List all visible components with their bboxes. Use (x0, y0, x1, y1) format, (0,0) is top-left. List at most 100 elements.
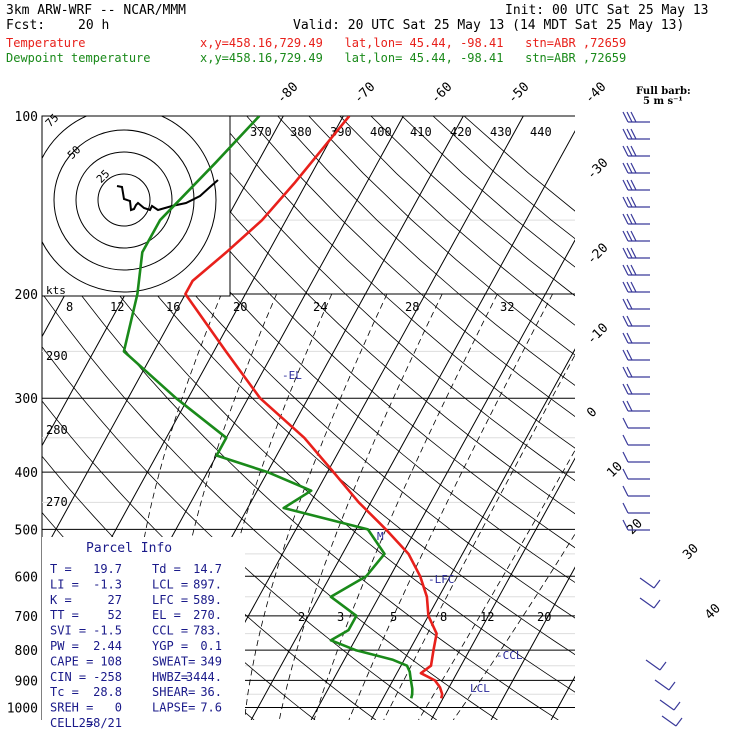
pressure-tick-1000: 1000 (7, 701, 38, 716)
wind-barb-low-flag (653, 579, 661, 589)
wind-barb-flag (622, 196, 629, 208)
theta-label: 380 (290, 125, 312, 139)
parcel-info-title: Parcel Info (86, 541, 172, 556)
parcel-info-cell: CELL = (50, 716, 93, 730)
parcel-info-cell: LI = (50, 577, 79, 591)
parcel-info-cell: CIN = (50, 670, 86, 684)
mixing-ratio-label: 32 (500, 300, 514, 314)
wind-barb-flag (622, 417, 629, 429)
parcel-info-cell: Tc = (50, 685, 79, 699)
mixing-ratio-label: 12 (110, 300, 124, 314)
theta-label: 440 (530, 125, 552, 139)
temperature-meta: x,y=458.16,729.49 lat,lon= 45.44, -98.41… (200, 36, 627, 50)
wind-barb-flag (626, 145, 633, 157)
wind-barb-flag (630, 111, 637, 123)
wind-barb-flag (626, 383, 633, 395)
theta-label: 410 (410, 125, 432, 139)
wind-barb-flag (626, 179, 633, 191)
pressure-tick-100: 100 (15, 110, 38, 125)
parcel-info-cell: 349 (200, 654, 222, 668)
wind-barb-flag (626, 281, 633, 293)
isotherm-label-right: 0 (584, 405, 600, 421)
wind-barb-flag (626, 247, 633, 259)
wind-barb-flag (626, 400, 633, 412)
parcel-info-cell: 897. (193, 577, 222, 591)
forecast-label: Fcst: (6, 18, 46, 33)
wind-barb-low (639, 597, 655, 609)
parcel-info-rows: T = 19.7 Td = 14.7 LI = -1.3 LCL = 897. K = 27 LFC… (50, 562, 222, 730)
dry-adiabat-400 (246, 116, 575, 418)
wind-barb-low-flag (659, 661, 667, 671)
wind-barb-flag (622, 281, 629, 293)
model-title: 3km ARW-WRF -- NCAR/MMM (6, 3, 187, 18)
wind-barb-flag (630, 281, 637, 293)
theta-label: 400 (370, 125, 392, 139)
wind-barb-flag (626, 332, 633, 344)
isotherm-label-top: -50 (505, 80, 532, 107)
wind-barb-flag (626, 264, 633, 276)
pressure-tick-300: 300 (15, 392, 38, 407)
mixing-ratio-16 (313, 293, 498, 720)
wind-barb-flag (630, 230, 637, 242)
init-time: Init: 00 UTC Sat 25 May 13 (505, 3, 709, 18)
isotherm--10 (250, 130, 575, 720)
wind-barb-low (661, 715, 677, 727)
theta-label: 390 (330, 125, 352, 139)
dry-adiabat-430 (339, 116, 575, 326)
isotherm--20 (190, 116, 524, 720)
ccl-annot: -CCL (496, 649, 523, 662)
pressure-tick-800: 800 (15, 644, 38, 659)
dry-adiabat-420 (308, 116, 575, 356)
isotherm-10 (370, 348, 575, 720)
pressure-tick-500: 500 (15, 523, 38, 538)
wind-barb-flag (622, 502, 629, 514)
mixing-ratio-label-low: 8 (440, 610, 447, 624)
wind-barb-flag (630, 179, 637, 191)
parcel-info-cell: CAPE = (50, 654, 93, 668)
barb-legend-unit: 5 m s⁻¹ (643, 96, 683, 107)
dry-adiabat-label: 280 (46, 423, 68, 437)
wind-barb-flag (622, 111, 629, 123)
wind-barb-flag (630, 145, 637, 157)
hodograph: 75 50 25 kts (41, 111, 231, 297)
parcel-info-cell: -258 (93, 670, 122, 684)
mixing-ratio-24 (383, 354, 575, 720)
valid-time: Valid: 20 UTC Sat 25 May 13 (14 MDT Sat … (293, 18, 685, 33)
isotherm-label-right: 40 (702, 601, 724, 623)
wind-barb-flag (626, 196, 633, 208)
wind-barb-flag (622, 519, 629, 531)
mixing-ratio-label-low: 20 (537, 610, 551, 624)
parcel-info-cell: SREH = (50, 701, 93, 715)
parcel-info-cell: 0 (115, 701, 122, 715)
dry-adiabat-450 (401, 116, 575, 268)
wind-barb-flag (622, 213, 629, 225)
parcel-info-cell: 108 (100, 654, 122, 668)
wind-barb-flag (622, 383, 629, 395)
parcel-info-cell: 2.44 (93, 639, 122, 653)
parcel-info-cell: LCL = (152, 577, 188, 591)
dry-adiabat-350 (91, 116, 575, 583)
dewpoint-meta: x,y=458.16,729.49 lat,lon= 45.44, -98.41… (200, 51, 627, 65)
wind-barb-flag (626, 315, 633, 327)
parcel-info-cell: 3444. (186, 670, 222, 684)
mixing-ratio-label: 8 (66, 300, 73, 314)
parcel-info-cell: -1.3 (93, 577, 122, 591)
hodo-unit: kts (46, 284, 66, 297)
parcel-info-cell: 7.6 (200, 701, 222, 715)
mixing-ratio-label: 28 (405, 300, 419, 314)
profile-series (122, 116, 444, 699)
parcel-info-cell: 270. (193, 608, 222, 622)
isotherm-60 (671, 116, 740, 720)
wind-barb-flag (630, 247, 637, 259)
wind-barb-low-flag (668, 681, 676, 691)
wind-barb-flag (622, 298, 629, 310)
isotherm-label-right: 10 (604, 459, 626, 481)
isotherm--100 (42, 116, 44, 120)
wind-barb-flag (622, 366, 629, 378)
wind-barb-low-flag (675, 717, 683, 727)
dry-adiabat-460 (432, 116, 575, 240)
dry-adiabat-410 (277, 116, 575, 386)
wind-barb-flag (630, 264, 637, 276)
mixing-ratio-label: 16 (166, 300, 180, 314)
isotherm-label-right: -10 (584, 321, 611, 348)
